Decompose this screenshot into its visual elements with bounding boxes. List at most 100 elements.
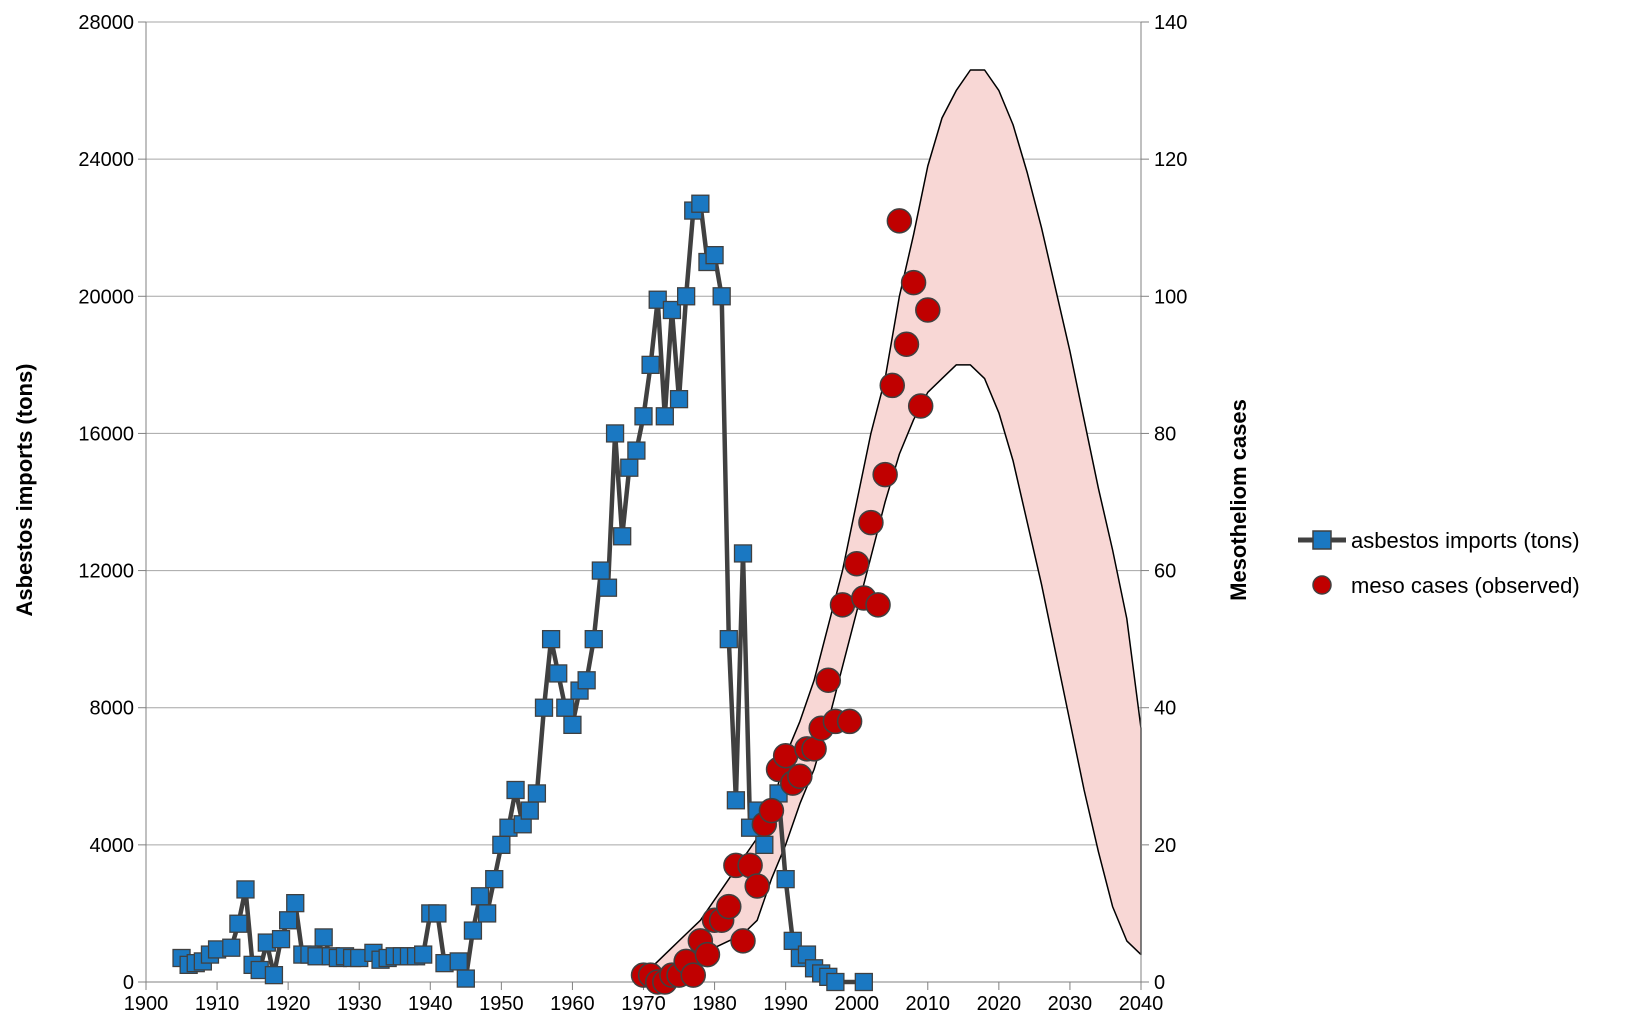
x-tick-label: 1990 <box>763 993 808 1015</box>
meso-point <box>858 509 884 536</box>
y-right-tick-label: 100 <box>1154 286 1187 308</box>
y-right-tick-label: 140 <box>1154 12 1187 34</box>
meso-point <box>787 763 813 790</box>
imports-point <box>712 287 731 306</box>
legend-item-meso: meso cases (observed) <box>1312 573 1580 598</box>
imports-point <box>527 784 547 803</box>
legend-imports-label: asbestos imports (tons) <box>1351 528 1580 553</box>
imports-point <box>613 527 632 546</box>
imports-point <box>705 245 724 265</box>
meso-point <box>893 331 920 358</box>
meso-point <box>886 208 913 234</box>
x-tick-label: 1980 <box>692 993 737 1015</box>
x-tick-label: 2040 <box>1119 993 1164 1015</box>
x-tick-label: 1950 <box>479 993 524 1015</box>
y-right-tick-label: 20 <box>1154 835 1176 857</box>
legend-meso-label: meso cases (observed) <box>1351 573 1580 598</box>
imports-point <box>719 629 738 649</box>
y-axis-left-title: Asbestos imports (tons) <box>12 363 37 616</box>
imports-point <box>598 578 618 597</box>
meso-point <box>872 461 898 488</box>
imports-point <box>620 458 639 477</box>
x-tick-label: 2030 <box>1048 993 1093 1015</box>
meso-point <box>815 667 842 694</box>
imports-point <box>648 290 667 309</box>
y-left-tick-label: 20000 <box>78 286 134 308</box>
imports-point <box>776 869 795 889</box>
imports-point <box>854 972 873 992</box>
x-tick-label: 2010 <box>906 993 951 1015</box>
meso-point <box>744 873 770 899</box>
imports-point <box>726 791 746 810</box>
imports-point <box>556 698 575 717</box>
y-right-tick-label: 40 <box>1154 698 1176 720</box>
meso-point <box>900 269 927 296</box>
imports-point <box>591 561 611 580</box>
imports-point <box>733 544 753 563</box>
imports-point <box>492 835 511 855</box>
y-right-tick-label: 60 <box>1154 561 1176 583</box>
imports-point <box>563 715 582 735</box>
y-left-tick-label: 8000 <box>90 698 135 720</box>
y-left-tick-label: 4000 <box>90 835 135 857</box>
imports-point <box>470 887 490 906</box>
legend-meso-marker <box>1312 575 1332 595</box>
grid-lines <box>146 21 1141 846</box>
y-left-tick-label: 0 <box>123 972 134 994</box>
x-tick-label: 1900 <box>124 993 169 1015</box>
meso-point <box>772 742 799 769</box>
tick-labels: 0400080001200016000200002400028000020406… <box>78 12 1187 1015</box>
x-tick-label: 1920 <box>266 993 311 1015</box>
imports-point <box>449 952 468 971</box>
y-axis-right-title: Mesotheliom cases <box>1226 399 1251 601</box>
x-tick-label: 1930 <box>337 993 382 1015</box>
meso-point <box>843 550 870 577</box>
imports-point <box>520 801 539 820</box>
imports-point <box>627 441 646 460</box>
imports-point <box>676 287 696 306</box>
x-tick-label: 1970 <box>621 993 666 1015</box>
axes <box>138 21 1149 990</box>
y-right-tick-label: 0 <box>1154 972 1165 994</box>
y-left-tick-label: 24000 <box>78 149 134 171</box>
imports-point <box>826 972 845 992</box>
imports-point <box>414 945 433 964</box>
y-left-tick-label: 16000 <box>78 423 134 445</box>
imports-point <box>485 869 504 889</box>
imports-point <box>222 938 241 957</box>
imports-point <box>634 407 653 426</box>
imports-point <box>541 629 561 649</box>
x-tick-label: 2020 <box>977 993 1022 1015</box>
imports-series <box>172 194 873 992</box>
imports-point <box>755 835 774 855</box>
imports-point <box>264 965 284 985</box>
imports-point <box>456 969 475 988</box>
imports-point <box>577 671 596 690</box>
imports-point <box>236 880 255 899</box>
y-right-tick-label: 80 <box>1154 423 1176 445</box>
meso-series <box>630 208 941 995</box>
imports-point <box>278 911 298 930</box>
meso-point <box>694 941 721 968</box>
imports-point <box>314 928 333 947</box>
imports-point <box>662 300 682 320</box>
meso-point <box>915 297 941 323</box>
imports-point <box>584 629 603 649</box>
imports-point <box>428 904 447 923</box>
meso-point <box>907 393 934 419</box>
meso-point <box>716 893 742 920</box>
meso-point <box>680 962 706 988</box>
imports-point <box>286 893 305 913</box>
meso-point <box>836 708 863 735</box>
imports-point <box>605 424 625 443</box>
imports-point <box>463 921 483 940</box>
x-tick-label: 1940 <box>408 993 453 1015</box>
meso-point <box>730 928 756 954</box>
imports-point <box>271 929 291 949</box>
imports-point <box>229 914 248 933</box>
x-tick-label: 2000 <box>834 993 879 1015</box>
imports-point <box>477 904 497 923</box>
x-tick-label: 1960 <box>550 993 595 1015</box>
meso-point <box>879 372 905 399</box>
